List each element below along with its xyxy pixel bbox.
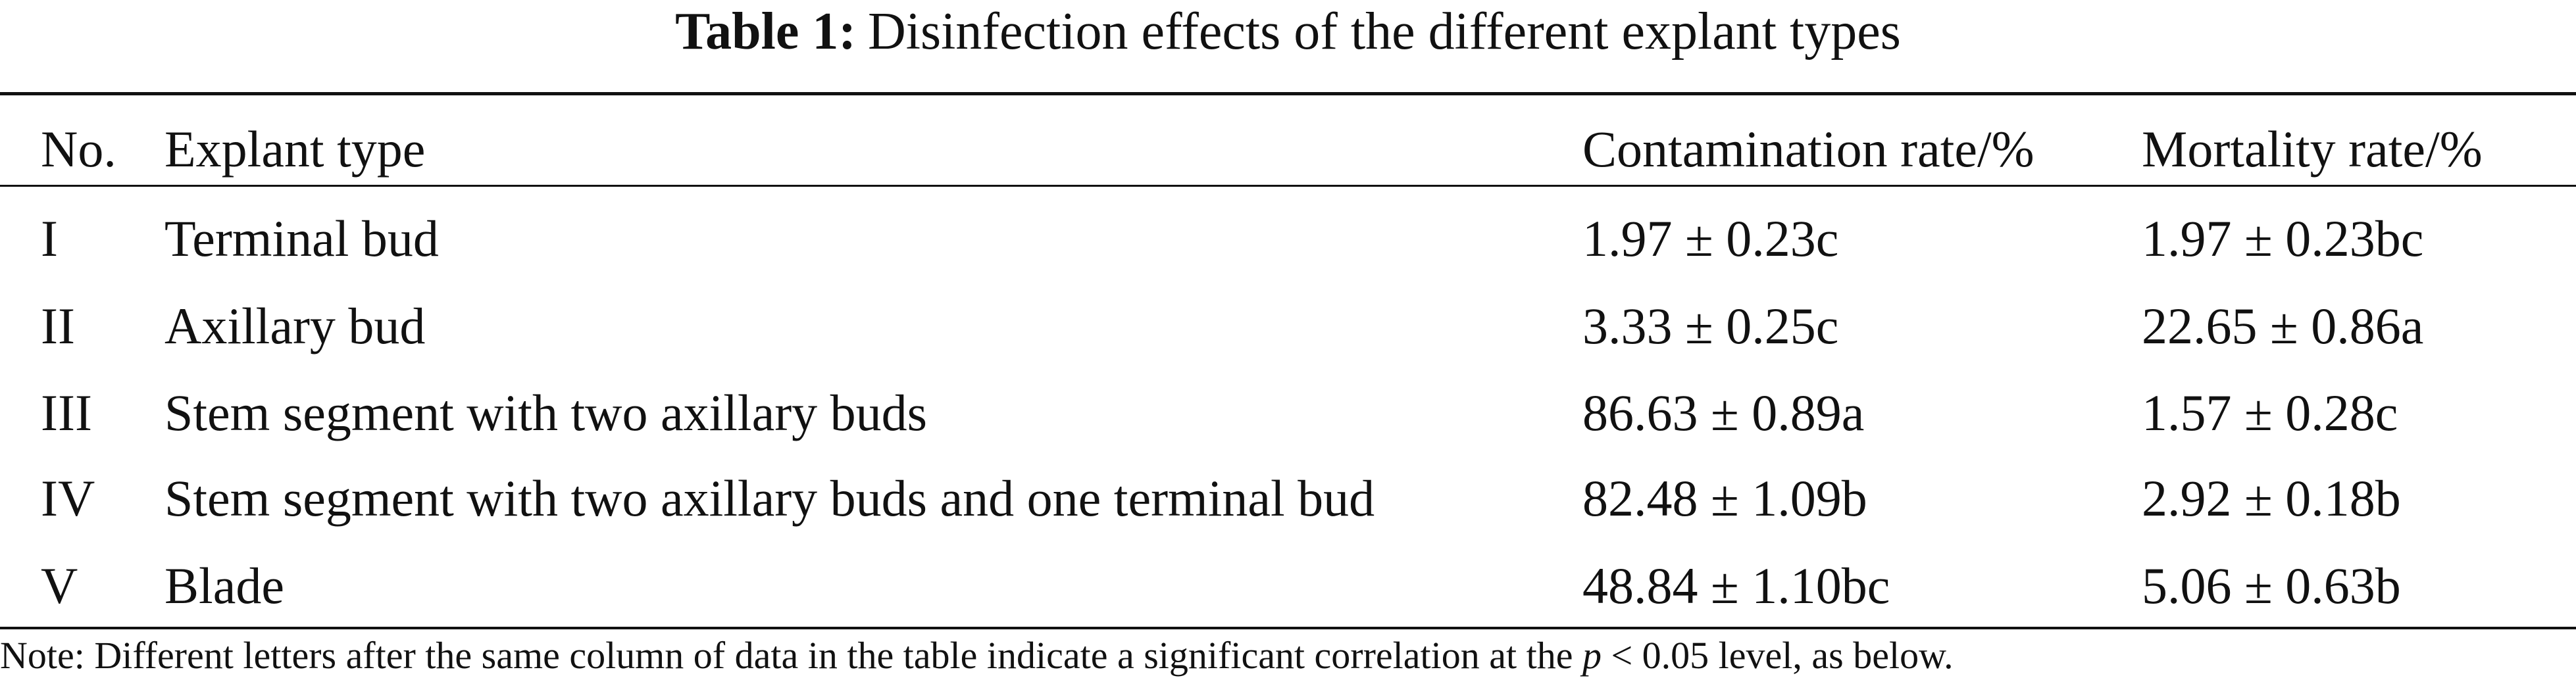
cell: 5.06 ± 0.63b: [2142, 557, 2401, 614]
cell: Stem segment with two axillary buds: [164, 384, 928, 441]
header-cell: Mortality rate/%: [2142, 120, 2483, 178]
header-cell: Explant type: [164, 120, 426, 178]
title-label: Table 1:: [675, 3, 857, 61]
header-cell: No.: [41, 120, 116, 178]
note-text: < 0.05 level, as below.: [1601, 634, 1954, 677]
cell: V: [41, 557, 78, 614]
cell: Stem segment with two axillary buds and …: [164, 470, 1375, 527]
cell: II: [41, 297, 75, 354]
cell: Terminal bud: [164, 210, 439, 267]
cell: 2.92 ± 0.18b: [2142, 470, 2401, 527]
cell: 1.57 ± 0.28c: [2142, 384, 2398, 441]
cell: Blade: [164, 557, 284, 614]
cell: IV: [41, 470, 95, 527]
cell: III: [41, 384, 92, 441]
cell: 22.65 ± 0.86a: [2142, 297, 2424, 354]
cell: 1.97 ± 0.23c: [1582, 210, 1839, 267]
note-italic: p: [1582, 634, 1602, 677]
bottom-rule: [0, 627, 2576, 629]
top-rule: [0, 92, 2576, 95]
table-title: Table 1: Disinfection effects of the diff…: [0, 5, 2576, 58]
cell: 48.84 ± 1.10bc: [1582, 557, 1890, 614]
cell: 1.97 ± 0.23bc: [2142, 210, 2424, 267]
note: Note: Different letters after the same c…: [0, 637, 1954, 675]
cell: 86.63 ± 0.89a: [1582, 384, 1865, 441]
cell: 82.48 ± 1.09b: [1582, 470, 1867, 527]
cell: 3.33 ± 0.25c: [1582, 297, 1839, 354]
note-text: Note: Different letters after the same c…: [0, 634, 1582, 677]
header-rule: [0, 185, 2576, 187]
header-cell: Contamination rate/%: [1582, 120, 2034, 178]
title-text: Disinfection effects of the different ex…: [868, 3, 1901, 61]
cell: I: [41, 210, 58, 267]
cell: Axillary bud: [164, 297, 426, 354]
